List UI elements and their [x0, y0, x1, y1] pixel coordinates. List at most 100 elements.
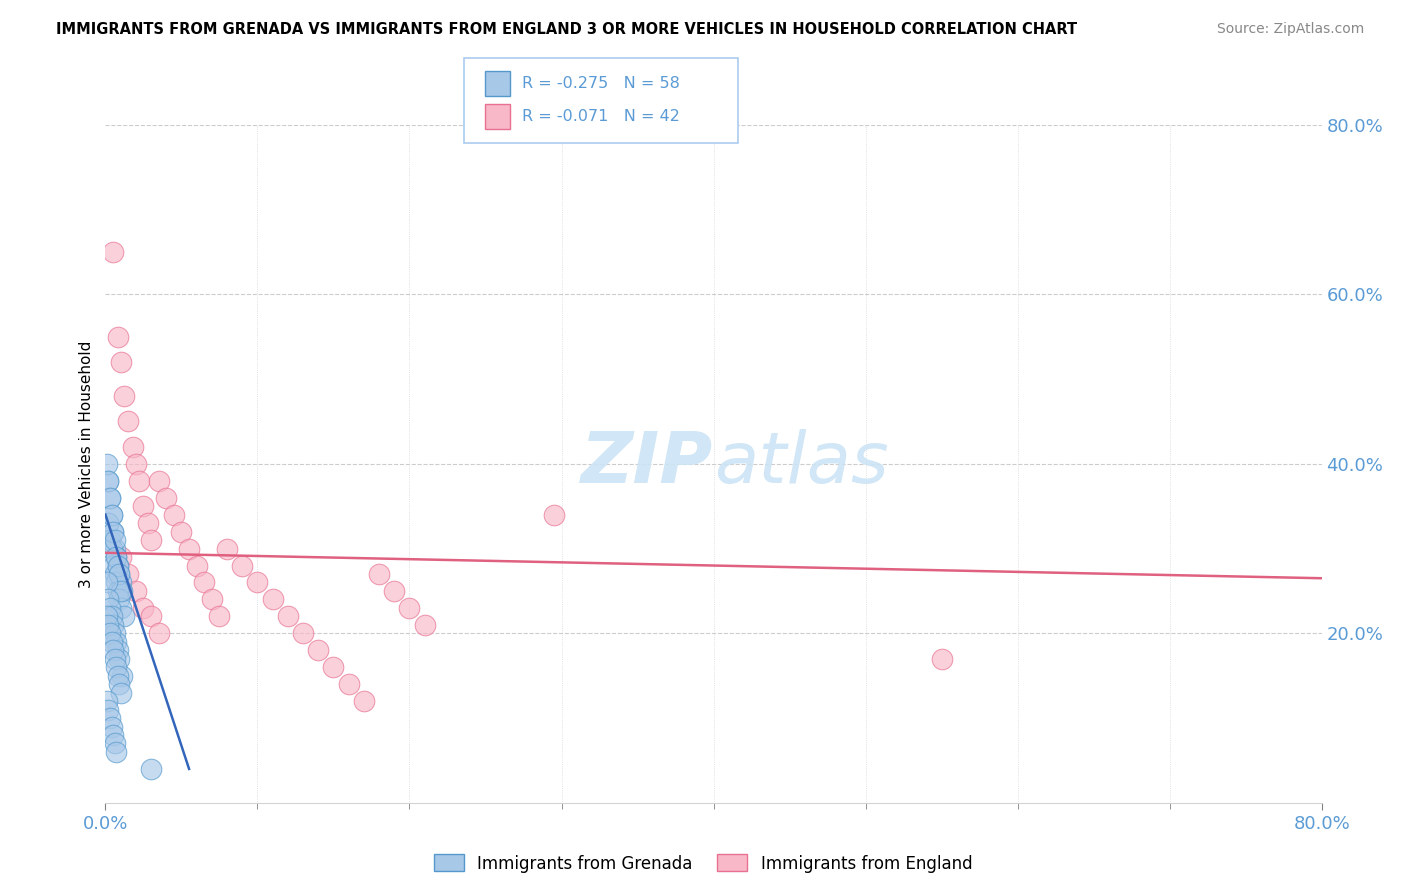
Point — [121, 440, 143, 454]
Point — [413, 618, 436, 632]
Point — [97, 592, 120, 607]
Point — [177, 541, 200, 556]
Point — [201, 592, 224, 607]
Point — [108, 567, 131, 582]
Point — [382, 584, 405, 599]
Point — [100, 719, 122, 733]
Point — [931, 651, 953, 665]
Point — [107, 558, 129, 573]
Point — [170, 524, 193, 539]
Point — [103, 626, 125, 640]
Point — [101, 558, 124, 573]
Point — [105, 660, 128, 674]
Point — [111, 584, 134, 599]
Point — [100, 508, 122, 522]
Point — [110, 549, 132, 565]
Point — [132, 601, 155, 615]
Point — [543, 508, 565, 522]
Point — [96, 575, 118, 590]
Point — [108, 567, 131, 582]
Point — [105, 549, 128, 565]
Point — [103, 567, 125, 582]
Point — [139, 609, 162, 624]
Point — [208, 609, 231, 624]
Point — [125, 457, 148, 471]
Point — [103, 533, 125, 548]
Point — [110, 584, 132, 599]
Point — [105, 635, 128, 649]
Text: atlas: atlas — [713, 429, 889, 499]
Point — [132, 500, 155, 514]
Point — [98, 711, 121, 725]
Point — [103, 541, 125, 556]
Point — [105, 575, 128, 590]
Point — [139, 533, 162, 548]
Point — [292, 626, 315, 640]
Point — [97, 703, 120, 717]
Point — [111, 669, 134, 683]
Point — [101, 728, 124, 742]
Point — [186, 558, 208, 573]
Point — [103, 651, 125, 665]
Point — [101, 524, 124, 539]
Point — [398, 601, 420, 615]
Point — [105, 549, 128, 565]
Text: R = -0.071   N = 42: R = -0.071 N = 42 — [522, 110, 679, 124]
Point — [368, 567, 391, 582]
Point — [353, 694, 375, 708]
Point — [97, 516, 120, 530]
Point — [193, 575, 215, 590]
Y-axis label: 3 or more Vehicles in Household: 3 or more Vehicles in Household — [79, 340, 94, 588]
Point — [101, 643, 124, 657]
Point — [107, 330, 129, 344]
Point — [163, 508, 186, 522]
Point — [217, 541, 239, 556]
Point — [262, 592, 284, 607]
Point — [231, 558, 253, 573]
Point — [148, 474, 170, 488]
Point — [112, 389, 135, 403]
Text: Source: ZipAtlas.com: Source: ZipAtlas.com — [1216, 22, 1364, 37]
Point — [96, 609, 118, 624]
Point — [246, 575, 269, 590]
Point — [97, 474, 120, 488]
Point — [307, 643, 329, 657]
Point — [139, 762, 162, 776]
Point — [98, 626, 121, 640]
Text: R = -0.275   N = 58: R = -0.275 N = 58 — [522, 77, 679, 91]
Point — [110, 601, 132, 615]
Point — [97, 474, 120, 488]
Point — [96, 457, 118, 471]
Point — [98, 491, 121, 505]
Point — [98, 601, 121, 615]
Point — [148, 626, 170, 640]
Point — [101, 524, 124, 539]
Point — [117, 415, 139, 429]
Point — [107, 643, 129, 657]
Point — [101, 618, 124, 632]
Point — [107, 584, 129, 599]
Point — [107, 558, 129, 573]
Legend: Immigrants from Grenada, Immigrants from England: Immigrants from Grenada, Immigrants from… — [427, 847, 979, 880]
Point — [107, 669, 129, 683]
Point — [97, 618, 120, 632]
Text: IMMIGRANTS FROM GRENADA VS IMMIGRANTS FROM ENGLAND 3 OR MORE VEHICLES IN HOUSEHO: IMMIGRANTS FROM GRENADA VS IMMIGRANTS FR… — [56, 22, 1077, 37]
Point — [110, 575, 132, 590]
Point — [155, 491, 177, 505]
Point — [108, 651, 131, 665]
Point — [96, 694, 118, 708]
Point — [100, 541, 122, 556]
Point — [100, 508, 122, 522]
Point — [136, 516, 159, 530]
Point — [110, 355, 132, 369]
Point — [101, 244, 124, 259]
Point — [98, 533, 121, 548]
Point — [322, 660, 344, 674]
Point — [117, 567, 139, 582]
Point — [337, 677, 360, 691]
Point — [103, 737, 125, 751]
Point — [108, 677, 131, 691]
Point — [98, 491, 121, 505]
Point — [125, 584, 148, 599]
Point — [277, 609, 299, 624]
